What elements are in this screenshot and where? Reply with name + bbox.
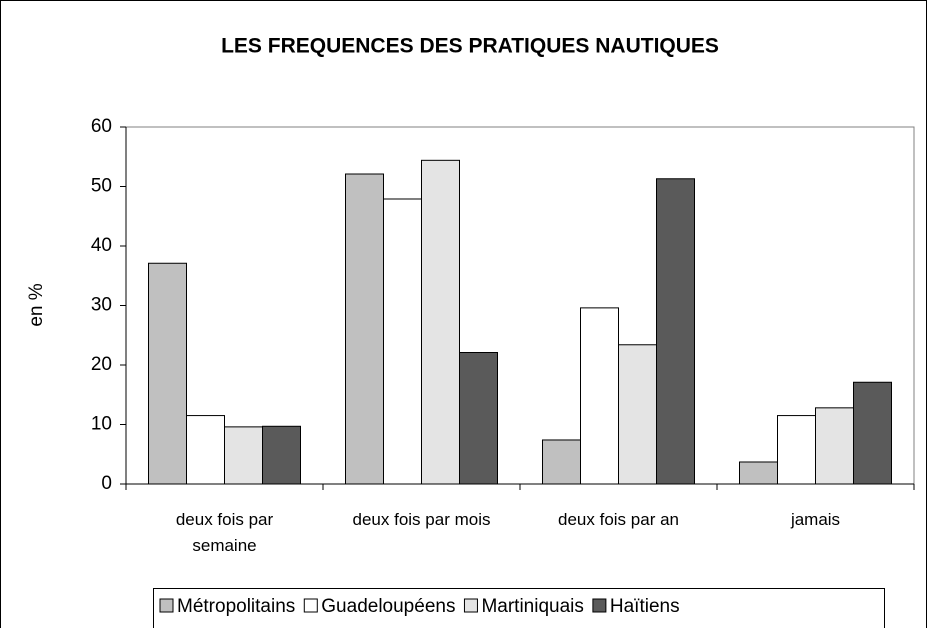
x-tick-label: jamais [790,510,841,529]
legend-label: Guadeloupéens [321,596,455,617]
legend-label: Métropolitains [177,596,295,617]
y-axis-label: en % [26,283,47,326]
y-tick-label: 40 [91,235,112,256]
bar [542,439,581,485]
y-tick-label: 10 [91,414,112,435]
legend-label: Martiniquais [481,596,583,617]
y-tick-label: 30 [91,295,112,316]
legend-swatch [159,598,174,613]
legend-frame [153,588,885,628]
bar [580,307,619,485]
bar [383,198,422,485]
x-tick-label: deux fois par mois [352,510,491,529]
x-tick-label: deux fois par an [558,510,679,529]
legend-swatch [303,598,318,613]
x-tick-label: deux fois par semaine [175,510,274,555]
y-tick-label: 60 [91,116,112,137]
y-tick-label: 0 [101,473,112,494]
bar [656,178,695,485]
bar [186,415,225,485]
bar [148,262,187,485]
bar [618,344,657,485]
bar [262,425,301,485]
y-tick-label: 20 [91,354,112,375]
legend-label: Haïtiens [610,596,680,617]
legend-swatch [463,598,478,613]
bar [815,407,854,485]
bar [459,352,498,485]
bar [777,415,816,485]
bar [853,381,892,485]
bar [421,159,460,485]
chart-title: LES FREQUENCES DES PRATIQUES NAUTIQUES [221,35,719,58]
legend-swatch [592,598,607,613]
y-tick-label: 50 [91,176,112,197]
bar [345,173,384,485]
bar [224,426,263,485]
bar [739,461,778,485]
